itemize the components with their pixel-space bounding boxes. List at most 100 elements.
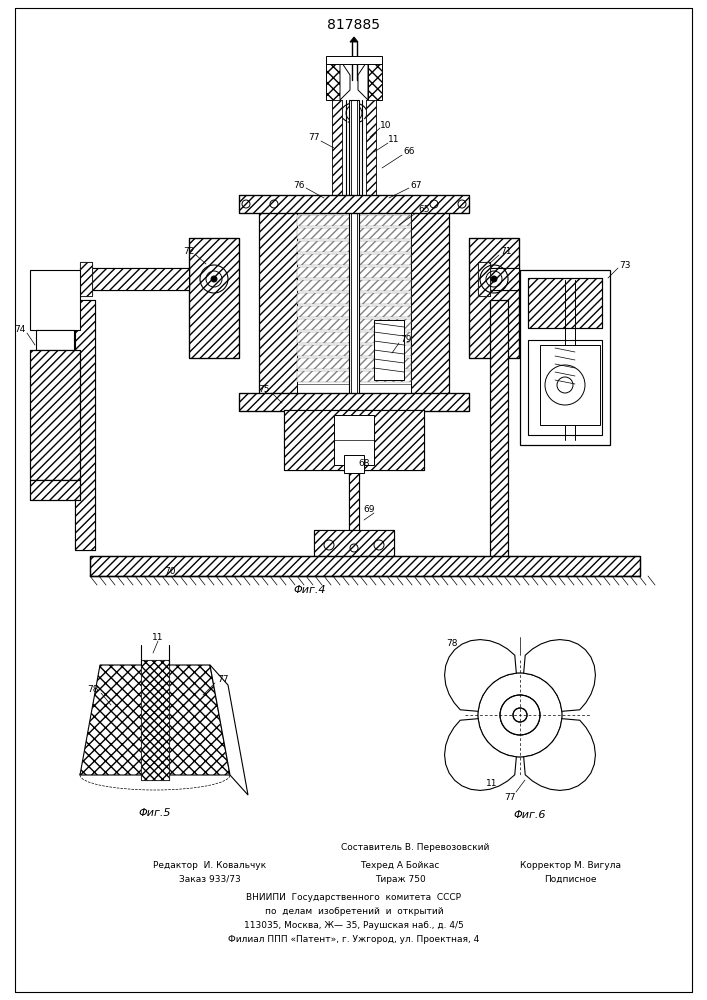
Polygon shape xyxy=(80,665,230,775)
Bar xyxy=(478,262,490,296)
Text: 113035, Москва, Ж— 35, Раушская наб., д. 4/5: 113035, Москва, Ж— 35, Раушская наб., д.… xyxy=(244,920,464,930)
Bar xyxy=(314,530,394,560)
Bar xyxy=(239,393,469,411)
Bar xyxy=(332,100,342,285)
Bar xyxy=(36,330,74,350)
Text: 68: 68 xyxy=(358,458,370,468)
Text: Подписное: Подписное xyxy=(544,874,596,884)
Bar xyxy=(490,300,508,560)
Bar xyxy=(297,345,354,356)
Bar xyxy=(344,455,364,473)
Text: 67: 67 xyxy=(410,180,422,190)
Bar xyxy=(540,345,600,425)
Bar xyxy=(30,350,80,480)
Bar xyxy=(75,300,95,550)
Bar xyxy=(297,358,354,369)
Bar xyxy=(297,332,354,343)
Text: 73: 73 xyxy=(619,260,631,269)
Text: 79: 79 xyxy=(400,336,411,344)
Bar xyxy=(354,280,411,291)
Bar xyxy=(349,100,359,480)
Bar xyxy=(354,254,411,265)
Bar xyxy=(30,350,80,480)
Bar xyxy=(80,262,92,296)
Bar xyxy=(469,238,519,358)
Bar xyxy=(332,100,342,285)
Text: 77: 77 xyxy=(217,676,229,684)
Circle shape xyxy=(211,276,217,282)
Bar xyxy=(30,270,80,330)
Bar xyxy=(490,300,508,560)
Text: ВНИИПИ  Государственного  комитета  СССР: ВНИИПИ Государственного комитета СССР xyxy=(247,892,462,902)
Text: 11: 11 xyxy=(486,778,498,788)
Bar xyxy=(354,293,411,304)
Text: 66: 66 xyxy=(403,147,415,156)
Text: Φиг.5: Φиг.5 xyxy=(139,808,171,818)
Bar xyxy=(349,470,359,560)
Bar xyxy=(80,262,92,296)
Bar xyxy=(354,241,411,252)
Bar xyxy=(469,238,519,358)
Bar xyxy=(349,470,359,560)
Bar xyxy=(80,268,189,290)
Bar xyxy=(354,371,411,382)
Bar xyxy=(354,267,411,278)
Bar xyxy=(259,210,354,395)
Bar xyxy=(189,238,239,358)
Bar xyxy=(297,228,354,239)
Polygon shape xyxy=(445,719,516,790)
Bar xyxy=(297,371,354,382)
Text: 78: 78 xyxy=(446,639,457,648)
Bar xyxy=(75,300,95,550)
Text: Корректор М. Вигула: Корректор М. Вигула xyxy=(520,860,621,869)
Bar xyxy=(528,278,602,328)
Text: 69: 69 xyxy=(363,506,375,514)
Polygon shape xyxy=(445,640,516,711)
Bar xyxy=(80,268,189,290)
Bar xyxy=(297,293,354,304)
Bar xyxy=(297,267,354,278)
Bar xyxy=(354,332,411,343)
Text: Редактор  И. Ковальчук: Редактор И. Ковальчук xyxy=(153,860,267,869)
Polygon shape xyxy=(524,719,595,790)
Text: Φиг.4: Φиг.4 xyxy=(293,585,326,595)
Bar xyxy=(297,210,354,395)
Text: Тираж 750: Тираж 750 xyxy=(375,874,426,884)
Circle shape xyxy=(491,276,497,282)
Bar xyxy=(297,241,354,252)
Bar xyxy=(478,262,490,296)
Bar xyxy=(284,410,424,470)
Text: 75: 75 xyxy=(258,385,270,394)
Bar xyxy=(528,340,602,435)
Bar xyxy=(239,195,469,213)
Polygon shape xyxy=(141,660,169,780)
Bar xyxy=(239,195,469,213)
Bar xyxy=(284,410,424,470)
Polygon shape xyxy=(350,37,358,42)
Bar xyxy=(349,470,359,560)
Bar xyxy=(90,556,640,576)
Bar xyxy=(297,319,354,330)
Bar xyxy=(239,393,469,411)
Bar xyxy=(297,306,354,317)
Bar xyxy=(354,306,411,317)
Bar xyxy=(354,210,411,395)
Polygon shape xyxy=(141,660,169,780)
Polygon shape xyxy=(326,60,340,100)
Bar xyxy=(30,480,80,500)
Text: 11: 11 xyxy=(152,633,164,642)
Text: 11: 11 xyxy=(388,135,399,144)
Text: 74: 74 xyxy=(14,326,25,334)
Bar xyxy=(490,268,519,290)
Bar xyxy=(354,319,411,330)
Bar xyxy=(490,268,519,290)
Bar xyxy=(528,278,602,328)
Text: Φиг.6: Φиг.6 xyxy=(514,810,547,820)
Text: по  делам  изобретений  и  открытий: по делам изобретений и открытий xyxy=(264,906,443,916)
Bar xyxy=(354,345,411,356)
Text: 72: 72 xyxy=(183,247,194,256)
Bar xyxy=(30,480,80,500)
Text: 77: 77 xyxy=(308,133,320,142)
Polygon shape xyxy=(524,640,595,711)
Bar xyxy=(297,254,354,265)
